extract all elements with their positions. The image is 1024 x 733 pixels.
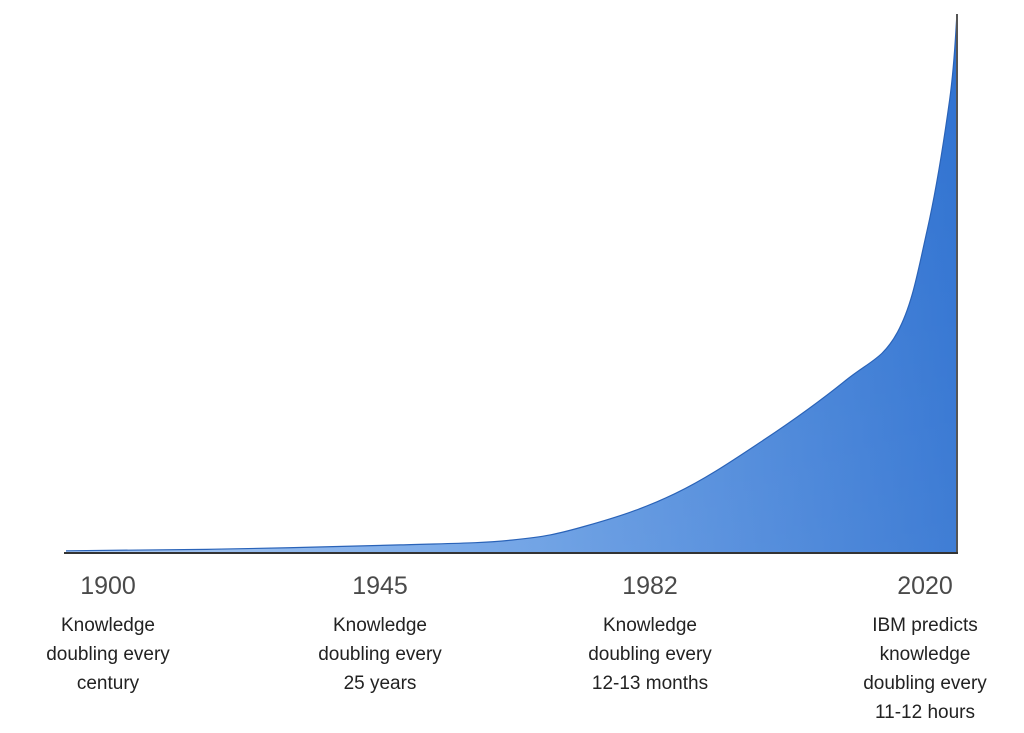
x-tick-label-1900: 1900 bbox=[80, 572, 136, 600]
annotation-line: 25 years bbox=[343, 673, 417, 694]
x-tick-label-2020: 2020 bbox=[897, 572, 953, 600]
tick-annotation-2020: IBM predicts knowledge doubling every 11-12… bbox=[825, 611, 1024, 727]
annotation-line: Knowledge bbox=[602, 615, 698, 636]
annotation-line: 12-13 months bbox=[591, 673, 709, 694]
annotation-line: doubling every bbox=[588, 644, 712, 665]
tick-annotation-1900: Knowledge doubling every century bbox=[8, 611, 208, 698]
annotation-line: doubling every bbox=[318, 644, 442, 665]
tick-annotation-1982: Knowledge doubling every 12-13 months bbox=[550, 611, 750, 698]
annotation-line: 11-12 hours bbox=[875, 702, 975, 723]
x-tick-label-1945: 1945 bbox=[352, 572, 408, 600]
annotation-line: century bbox=[76, 673, 140, 694]
annotation-line: knowledge bbox=[879, 644, 971, 665]
annotation-line: Knowledge bbox=[332, 615, 428, 636]
annotation-line: doubling every bbox=[46, 644, 170, 665]
growth-curve-line bbox=[65, 13, 958, 552]
x-tick-label-1982: 1982 bbox=[622, 572, 678, 600]
annotation-line: doubling every bbox=[863, 673, 987, 694]
annotation-line: Knowledge bbox=[60, 615, 156, 636]
tick-annotation-1945: Knowledge doubling every 25 years bbox=[280, 611, 480, 698]
annotation-line: IBM predicts bbox=[872, 615, 978, 636]
growth-area-shade bbox=[66, 14, 957, 553]
